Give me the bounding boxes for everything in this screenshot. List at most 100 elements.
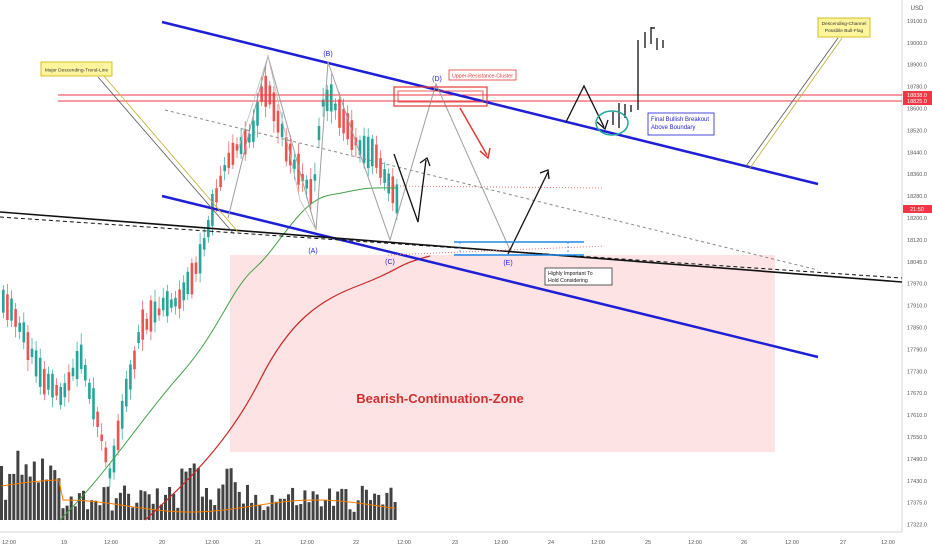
price-tick-label: 18280.0 <box>907 194 927 200</box>
volume-bar <box>233 482 237 520</box>
volume-bar <box>200 496 204 520</box>
volume-bar <box>348 509 352 520</box>
volume-bar <box>36 482 40 520</box>
volume-bar <box>369 500 372 520</box>
bearish-zone <box>230 255 775 452</box>
volume-bar <box>250 502 254 520</box>
candle-body <box>75 350 79 380</box>
support-note-text-line: Highly Important To <box>548 271 593 277</box>
candle-body <box>297 153 300 185</box>
volume-bar <box>102 487 106 520</box>
volume-bar <box>364 489 368 520</box>
volume-bar <box>278 498 282 520</box>
candle-body <box>38 357 42 387</box>
volume-bars <box>0 450 397 520</box>
support-note-text: Highly Important To Hold Considering <box>548 271 593 284</box>
volume-bar <box>381 504 385 520</box>
candle-body <box>30 348 34 358</box>
projection-path-1 <box>393 153 427 223</box>
price-tick-label: 18900.0 <box>907 63 927 69</box>
candle-body <box>174 297 177 307</box>
candle-body <box>227 152 231 168</box>
candle-body <box>321 99 325 107</box>
price-tick-label: 17322.0 <box>907 523 927 529</box>
volume-bar <box>311 491 315 520</box>
candle-body <box>18 322 21 332</box>
candle-body <box>371 138 374 167</box>
breakout-note-text: Final Bullish Breakout Above Boundary <box>651 117 709 131</box>
price-tick-label: 19100.0 <box>907 19 927 25</box>
wave-label-d: (D) <box>432 76 442 83</box>
price-tick-label: 19000.0 <box>907 41 927 47</box>
candle-body <box>100 434 103 441</box>
channel-note-text: Descending-Channel Possible Bull-Flag <box>822 21 867 34</box>
volume-bar <box>340 488 344 520</box>
candle-body <box>248 133 251 143</box>
candle-body <box>141 309 144 340</box>
trendline-note-text: Major Descending-Trend-Line <box>45 68 109 74</box>
price-tick-label: 17970.0 <box>907 282 927 288</box>
volume-bar <box>98 505 102 520</box>
price-tick-label: 17790.0 <box>907 347 927 353</box>
time-tick-label: 24 <box>548 540 554 546</box>
volume-bar <box>192 463 196 520</box>
candle-body <box>190 263 194 295</box>
volume-bar <box>389 487 393 520</box>
breakout-ellipse <box>595 110 629 136</box>
candle-body <box>272 92 276 122</box>
candle-body <box>239 137 243 155</box>
price-badge-label: 18838.0 <box>907 93 927 99</box>
volume-bar <box>86 509 90 520</box>
volume-bar <box>123 485 126 520</box>
candle-body <box>198 244 202 274</box>
candle-body <box>346 113 349 140</box>
candle-body <box>22 322 26 343</box>
price-tick-label: 17550.0 <box>907 435 927 441</box>
volume-bar <box>45 479 49 520</box>
time-tick-label: 20 <box>159 540 165 546</box>
volume-bar <box>28 476 32 520</box>
candle-body <box>375 144 378 168</box>
candle-body <box>186 271 190 295</box>
volume-bar <box>49 465 53 520</box>
volume-bar <box>32 461 36 520</box>
volume-bar <box>164 494 167 520</box>
time-tick-label: 27 <box>840 540 846 546</box>
volume-bar <box>237 491 241 520</box>
volume-bar <box>360 485 364 520</box>
time-tick-label: 12:00 <box>104 540 118 546</box>
price-badge <box>903 97 932 105</box>
price-tick-label: 18120.0 <box>907 238 927 244</box>
candle-body <box>280 123 284 138</box>
time-tick-label: 12:00 <box>205 540 219 546</box>
volume-bar <box>241 503 245 520</box>
price-badge-label: 18825.0 <box>907 99 927 105</box>
slow-moving-average <box>144 255 431 521</box>
candle-body <box>219 175 222 188</box>
resistance-note-text: Upper-Resistance-Cluster <box>452 74 513 80</box>
volume-bar <box>258 505 262 520</box>
volume-bar <box>110 510 114 520</box>
volume-bar <box>344 489 348 520</box>
candle-body <box>256 102 259 126</box>
volume-bar <box>41 458 44 520</box>
candle-body <box>260 86 263 102</box>
price-tick-label: 18520.0 <box>907 128 927 134</box>
time-tick-label: 19 <box>61 540 67 546</box>
price-tick-label: 18045.0 <box>907 260 927 266</box>
candle-body <box>350 120 354 150</box>
channel-note: Descending-Channel Possible Bull-Flag <box>817 17 871 38</box>
volume-bar <box>77 493 81 520</box>
volume-bar <box>131 507 135 520</box>
price-tick-label: 18440.0 <box>907 150 927 156</box>
projection-dotted-1 <box>387 185 605 189</box>
volume-bar <box>217 488 221 520</box>
volume-bar <box>53 470 57 520</box>
candle-body <box>157 308 161 316</box>
currency-label: USD <box>911 6 924 12</box>
volume-bar <box>4 499 8 520</box>
volume-bar <box>270 494 274 520</box>
arrow-head-1 <box>419 156 431 167</box>
candle-body <box>108 468 112 479</box>
